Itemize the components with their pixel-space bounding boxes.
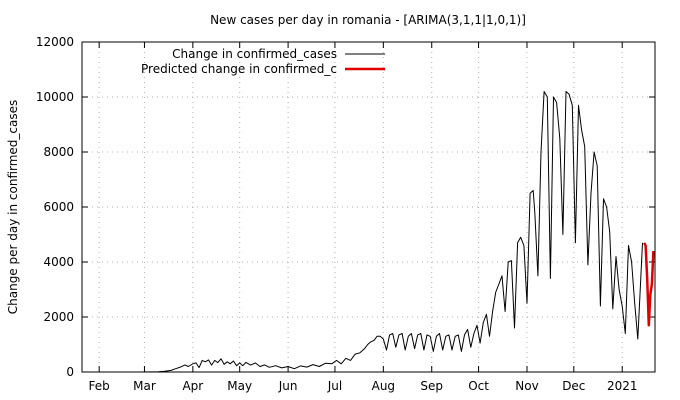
legend-label-predicted: Predicted change in confirmed_c xyxy=(141,62,337,76)
y-axis: 0 2000 4000 6000 8000 10000 12000 xyxy=(36,35,655,379)
y-tick-label: 4000 xyxy=(43,255,74,269)
grid xyxy=(82,42,655,372)
series-line-predicted xyxy=(643,242,655,327)
x-axis: Feb Mar Apr May Jun Jul Aug Sep Oct Nov Dec 2021 xyxy=(89,42,638,393)
x-tick-label: Feb xyxy=(89,379,110,393)
x-tick-label: Apr xyxy=(182,379,203,393)
chart-title: New cases per day in romania - [ARIMA(3,… xyxy=(210,13,526,27)
y-tick-label: 2000 xyxy=(43,310,74,324)
series-lines xyxy=(138,91,655,373)
y-axis-title: Change per day in confirmed_cases xyxy=(6,100,20,315)
x-tick-label: Dec xyxy=(562,379,585,393)
y-tick-label: 10000 xyxy=(36,90,74,104)
x-tick-label: 2021 xyxy=(607,379,638,393)
x-tick-label: Sep xyxy=(420,379,443,393)
plot-frame xyxy=(81,41,656,373)
x-tick-label: Oct xyxy=(468,379,489,393)
x-tick-label: Aug xyxy=(372,379,395,393)
legend-label-actual: Change in confirmed_cases xyxy=(172,47,337,61)
x-tick-label: Jul xyxy=(327,379,342,393)
x-tick-label: Mar xyxy=(133,379,156,393)
y-tick-label: 12000 xyxy=(36,35,74,49)
y-tick-label: 0 xyxy=(66,365,74,379)
series-line-actual xyxy=(138,91,643,373)
x-tick-label: Nov xyxy=(515,379,538,393)
y-tick-label: 8000 xyxy=(43,145,74,159)
x-tick-label: Jun xyxy=(278,379,298,393)
legend: Change in confirmed_cases Predicted chan… xyxy=(141,47,385,76)
y-tick-label: 6000 xyxy=(43,200,74,214)
x-tick-label: May xyxy=(227,379,252,393)
